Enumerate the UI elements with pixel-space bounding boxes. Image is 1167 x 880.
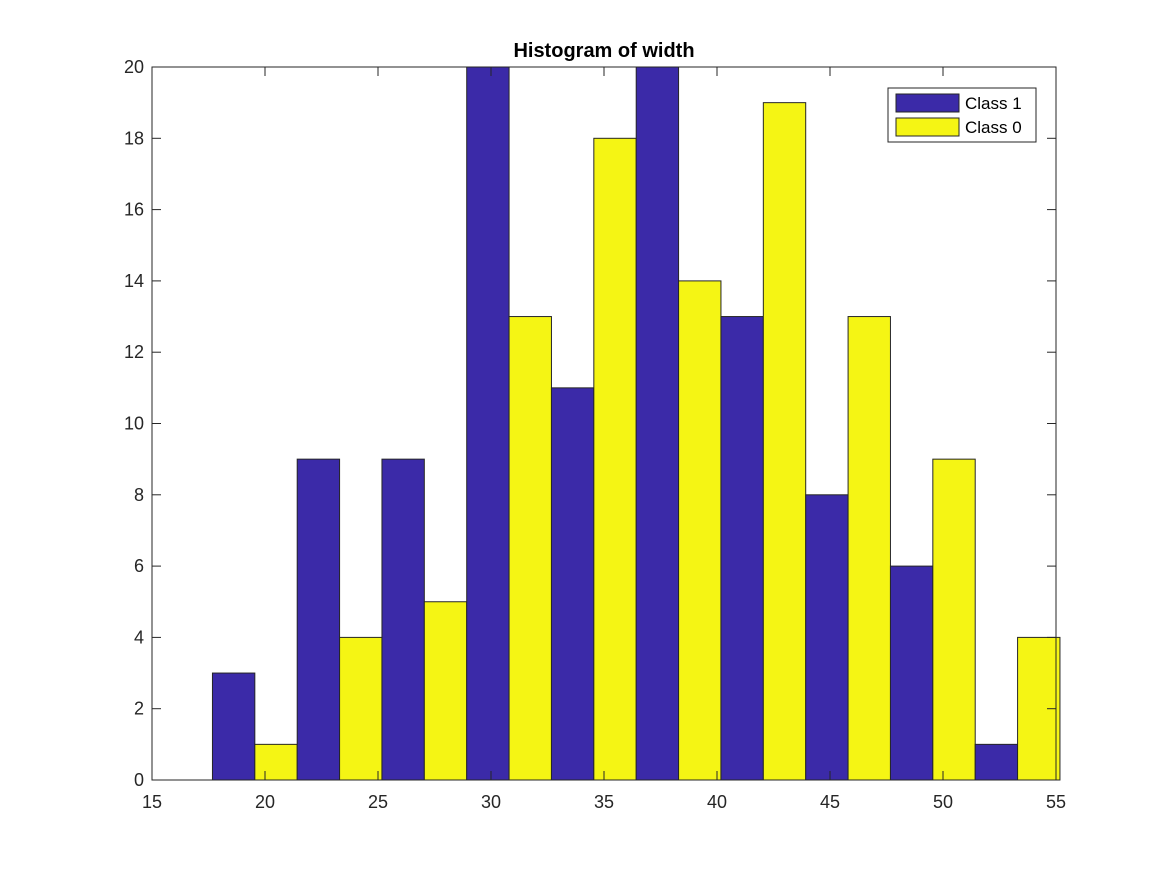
bar-class-1-bin-7 [720,316,764,781]
bar-class-0-bin-8 [847,316,891,781]
chart-title: Histogram of width [513,40,694,62]
x-tick-label: 45 [820,792,840,812]
legend-swatch-class-1 [895,93,960,113]
x-tick-label: 35 [594,792,614,812]
bar-class-1-bin-9 [889,565,934,781]
bar-class-1-bin-4 [466,66,510,781]
legend-label-class-0: Class 0 [965,118,1022,137]
y-tick-label: 12 [124,342,144,362]
bar-class-0-bin-5 [593,137,637,781]
y-tick-label: 4 [134,627,144,647]
bar-class-0-bin-1 [254,743,298,781]
x-tick-label: 55 [1046,792,1066,812]
x-tick-label: 30 [481,792,501,812]
legend: Class 1 Class 0 [887,87,1037,143]
bar-class-0-bin-6 [678,280,722,781]
bar-class-1-bin-6 [635,66,680,781]
x-tick-label: 20 [255,792,275,812]
x-tick-label: 25 [368,792,388,812]
legend-label-class-1: Class 1 [965,94,1022,113]
bar-class-1-bin-10 [974,743,1019,781]
bar-class-0-bin-3 [423,601,468,781]
x-tick-label: 15 [142,792,162,812]
bar-class-0-bin-4 [508,316,552,781]
bar-class-0-bin-2 [339,636,383,781]
y-tick-label: 10 [124,414,144,434]
bar-class-0-bin-9 [932,458,976,781]
bar-class-1-bin-5 [550,387,595,781]
x-tick-label: 50 [933,792,953,812]
bar-class-1-bin-2 [296,458,341,781]
bar-class-1-bin-3 [381,458,425,781]
bar-class-1-bin-8 [805,494,849,781]
x-tick-label: 40 [707,792,727,812]
y-tick-label: 14 [124,271,144,291]
y-tick-label: 6 [134,556,144,576]
y-tick-label: 16 [124,200,144,220]
y-tick-label: 0 [134,770,144,790]
bar-class-1-bin-1 [211,672,256,781]
bars-layer [211,66,1061,781]
legend-swatch-class-0 [895,117,960,137]
y-tick-label: 20 [124,57,144,77]
y-tick-label: 2 [134,699,144,719]
ticks-layer: 15 20 25 30 35 40 45 50 55 0 2 4 6 8 10 12 14 16 18 20 [124,57,1066,812]
y-tick-label: 18 [124,128,144,148]
y-tick-label: 8 [134,485,144,505]
bar-class-0-bin-7 [762,102,807,781]
